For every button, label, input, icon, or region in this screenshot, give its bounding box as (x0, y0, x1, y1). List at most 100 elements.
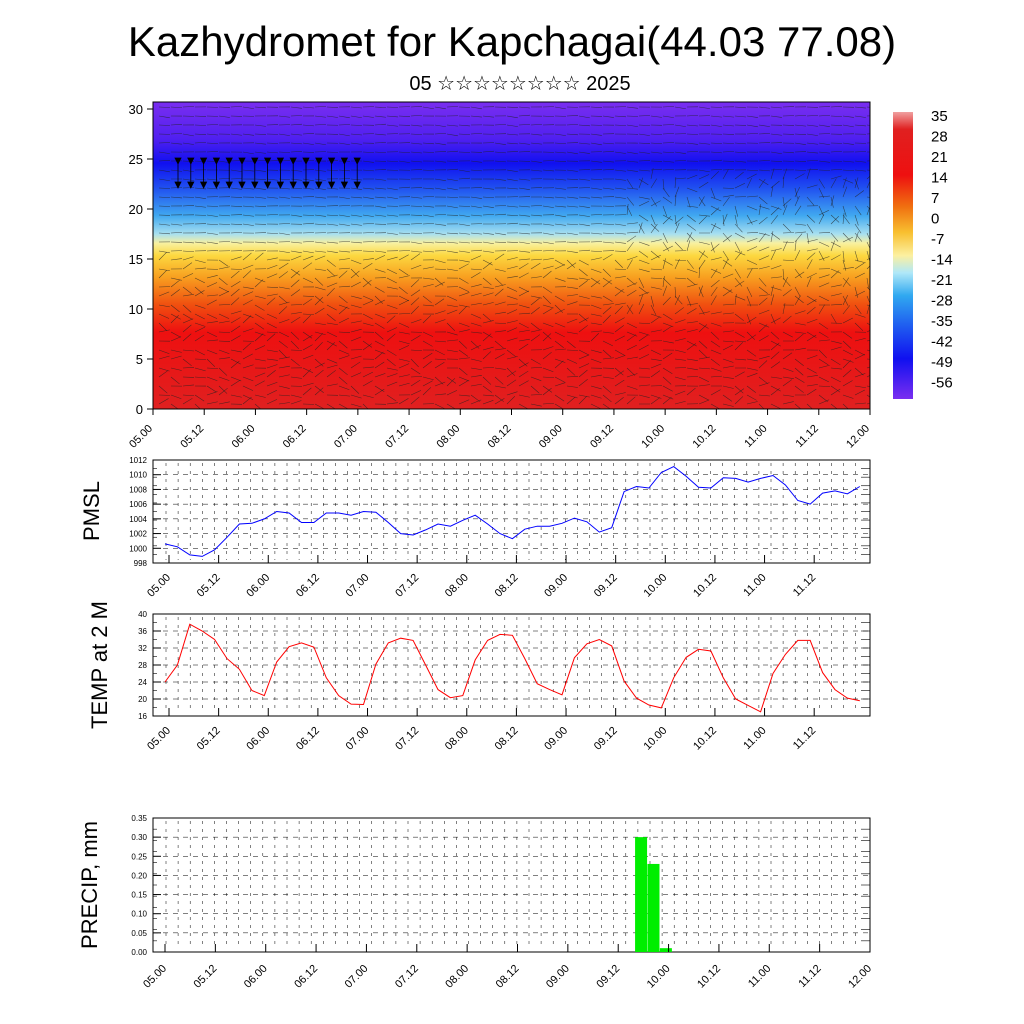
wind-barb (650, 363, 662, 369)
wind-barb (530, 376, 542, 382)
x-tick-label: 08.12 (493, 725, 521, 753)
wind-barb (638, 304, 645, 315)
wind-barb (626, 356, 638, 360)
wind-barb (518, 258, 530, 261)
wind-barb (842, 317, 853, 324)
wind-barb (830, 358, 841, 366)
wind-barb (590, 214, 602, 216)
wind-barb (218, 367, 228, 376)
wind-barb (398, 295, 410, 302)
wind-barb (242, 315, 252, 324)
wind-barb (182, 349, 194, 352)
wind-barb (170, 232, 182, 234)
wind-barb (758, 255, 770, 261)
wind-barb (662, 187, 670, 198)
wind-barb (350, 295, 362, 299)
wind-barb (758, 335, 769, 342)
wind-barb (830, 304, 842, 306)
wind-barb (506, 142, 518, 145)
wind-barb (638, 151, 650, 154)
wind-barb (722, 142, 734, 144)
wind-barb (278, 271, 288, 279)
x-tick-label: 05.00 (141, 963, 169, 991)
wind-barb (686, 150, 698, 153)
wind-barb (830, 168, 842, 171)
wind-barb (818, 232, 830, 234)
wind-barb (410, 289, 421, 297)
wind-barb (698, 241, 710, 245)
wind-barb (518, 142, 530, 145)
wind-barb (590, 322, 602, 326)
wind-barb (326, 274, 338, 279)
wind-barb (242, 252, 252, 261)
wind-barb (758, 233, 766, 243)
wind-barb (218, 214, 230, 217)
wind-barb (818, 304, 825, 315)
wind-barb (674, 177, 677, 189)
wind-barb (434, 340, 446, 343)
wind-barb (518, 322, 529, 329)
wind-barb (314, 205, 326, 208)
wind-barb (302, 142, 314, 145)
x-tick-label: 09.12 (592, 725, 620, 753)
wind-barb (410, 335, 421, 342)
wind-barb (734, 294, 737, 306)
wind-barb (506, 205, 518, 208)
wind-barb (686, 367, 698, 371)
wind-barb (602, 279, 612, 288)
wind-barb (686, 283, 698, 288)
wind-barb (254, 124, 266, 127)
wind-barb (722, 259, 733, 267)
wind-barb (386, 106, 399, 108)
wind-barb (830, 195, 835, 207)
wind-barb (698, 285, 703, 297)
wind-barb (518, 241, 530, 245)
wind-barb (854, 304, 862, 315)
wind-barb (698, 394, 709, 401)
wind-barb (758, 169, 770, 172)
wind-barb (338, 385, 350, 391)
colorbar-label: 28 (931, 129, 948, 146)
wind-barb (638, 259, 650, 264)
wind-barb (578, 223, 590, 227)
wind-barb (302, 315, 311, 324)
wind-barb (254, 394, 266, 398)
wind-barb (386, 315, 396, 324)
wind-barb (446, 150, 458, 153)
wind-barb (782, 367, 794, 372)
y-tick-label: 1012 (129, 456, 147, 465)
wind-barb (470, 205, 482, 209)
y-tick-label: 0.30 (131, 833, 147, 842)
wind-barb (578, 169, 590, 171)
wind-barb (614, 115, 626, 118)
wind-barb (338, 124, 351, 126)
wind-barb (518, 304, 530, 309)
wind-barb (266, 257, 278, 261)
wind-barb (374, 322, 385, 329)
x-tick-label: 10.00 (641, 725, 669, 753)
wind-barb (854, 373, 866, 378)
wind-barb (734, 160, 746, 163)
wind-barb (182, 333, 192, 342)
wind-barb (578, 268, 588, 277)
wind-barb (314, 307, 325, 315)
colorbar-label: 14 (931, 170, 948, 187)
wind-barb (398, 268, 409, 276)
wind-barb (518, 329, 530, 333)
wind-barb (686, 343, 697, 351)
wind-barb (182, 358, 192, 367)
wind-barb (554, 360, 564, 369)
wind-barb (362, 241, 375, 243)
wind-barb (530, 307, 540, 315)
wind-barb (686, 114, 698, 117)
wind-barb (650, 133, 662, 136)
wind-barb (410, 124, 422, 127)
wind-barb (710, 375, 722, 378)
wind-barb (542, 257, 554, 261)
wind-barb (626, 160, 638, 163)
wind-barb (470, 375, 482, 378)
wind-barb (530, 334, 541, 342)
wind-barb (290, 142, 302, 145)
wind-barb (410, 160, 422, 163)
